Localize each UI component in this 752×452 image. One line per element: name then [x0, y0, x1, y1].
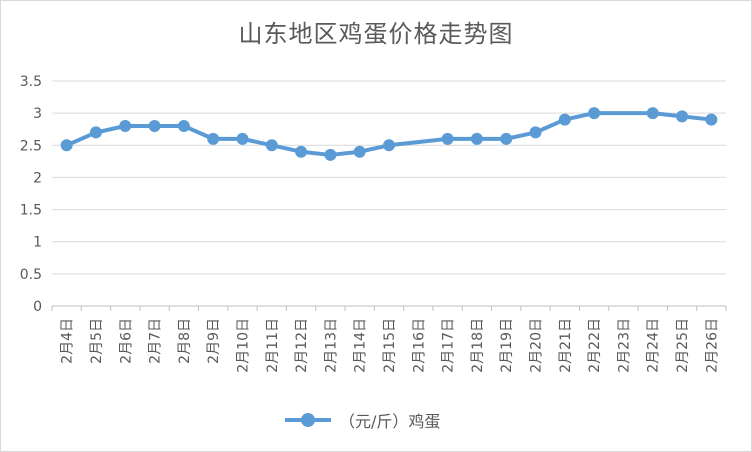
x-tick-label: 2月15日 [382, 318, 398, 373]
x-tick-label: 2月5日 [89, 318, 105, 364]
x-tick-label: 2月11日 [265, 318, 281, 373]
chart-legend: （元/斤）鸡蛋 [285, 406, 440, 434]
x-tick-label: 2月4日 [60, 318, 76, 364]
data-point [295, 145, 308, 158]
data-point [148, 120, 161, 132]
x-tick-label: 2月6日 [118, 318, 134, 364]
data-point [470, 132, 483, 145]
data-point [441, 132, 454, 145]
x-tick-label: 2月21日 [558, 318, 574, 373]
data-point [353, 145, 366, 158]
data-point [89, 126, 102, 139]
y-tick-label: 0 [33, 299, 42, 315]
data-point [324, 148, 337, 161]
data-point [177, 120, 190, 132]
legend-label: （元/斤）鸡蛋 [339, 412, 441, 431]
x-tick-label: 2月13日 [323, 318, 339, 373]
data-point [646, 107, 659, 120]
x-tick-label: 2月14日 [353, 318, 369, 373]
data-point [500, 132, 513, 145]
legend-marker-icon [285, 413, 331, 427]
x-tick-label: 2月8日 [177, 318, 193, 364]
x-tick-label: 2月20日 [529, 318, 545, 373]
data-point [676, 110, 689, 123]
x-tick-label: 2月7日 [148, 318, 164, 364]
x-tick-label: 2月16日 [411, 318, 427, 373]
x-tick-label: 2月22日 [587, 318, 603, 373]
y-tick-label: 1 [33, 235, 42, 251]
x-tick-label: 2月24日 [646, 318, 662, 373]
chart-title: 山东地区鸡蛋价格走势图 [238, 20, 514, 48]
x-tick-label: 2月9日 [206, 318, 222, 364]
data-point [558, 113, 571, 126]
y-tick-label: 2 [33, 170, 42, 186]
y-tick-label: 3.5 [20, 74, 42, 90]
x-tick-label: 2月19日 [499, 318, 515, 373]
data-point [207, 132, 220, 145]
y-tick-label: 0.5 [20, 267, 42, 283]
y-tick-label: 3 [33, 106, 42, 122]
x-tick-label: 2月17日 [441, 318, 457, 373]
x-tick-label: 2月10日 [235, 318, 251, 373]
data-point [588, 107, 601, 120]
data-point [705, 113, 718, 126]
x-tick-label: 2月23日 [616, 318, 632, 373]
x-tick-label: 2月12日 [294, 318, 310, 373]
y-tick-label: 1.5 [20, 203, 42, 219]
data-point [236, 132, 249, 145]
data-point [265, 139, 278, 152]
y-tick-label: 2.5 [20, 138, 42, 154]
data-point [529, 126, 542, 139]
data-point [119, 120, 132, 132]
x-tick-label: 2月25日 [675, 318, 691, 373]
data-point [60, 139, 73, 152]
x-tick-label: 2月18日 [470, 318, 486, 373]
data-point [383, 139, 395, 152]
x-tick-label: 2月26日 [704, 318, 720, 373]
